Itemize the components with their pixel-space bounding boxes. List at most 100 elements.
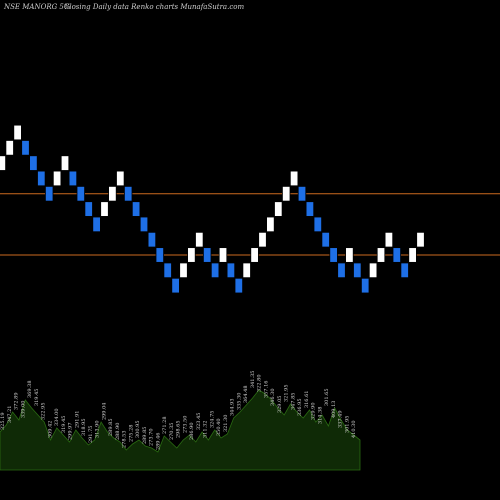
renko-brick-down (131, 201, 141, 217)
volume-label: 323.45 (196, 413, 202, 431)
renko-brick-down (337, 262, 346, 279)
volume-area (0, 389, 361, 471)
volume-label: 337.49 (338, 411, 344, 429)
renko-brick-up (60, 155, 70, 171)
renko-brick-up (258, 231, 267, 248)
volume-label: 314.38 (317, 407, 323, 425)
renko-brick-down (147, 231, 157, 248)
volume-label: 299.04 (101, 403, 107, 421)
renko-brick-down (353, 262, 362, 279)
renko-brick-down (92, 216, 101, 233)
renko-brick-up (242, 262, 251, 279)
volume-label: 289.85 (108, 419, 114, 437)
volume-label: 322.80 (257, 375, 263, 393)
volume-label: 299.97 (68, 423, 74, 441)
volume-label: 316.61 (304, 391, 310, 409)
renko-brick-down (45, 185, 54, 202)
renko-brick-down (321, 231, 330, 248)
volume-label: 291.91 (74, 411, 80, 429)
volume-label: 286.90 (189, 423, 195, 441)
renko-brick-down (329, 247, 338, 263)
volume-label: 291.75 (88, 426, 94, 444)
chart-caption: Closing Daily data Renko charts MunafaSu… (64, 3, 244, 11)
volume-label: 325.19 (0, 413, 6, 431)
volume-label: 321.95 (284, 385, 290, 403)
renko-brick-down (21, 140, 30, 156)
renko-brick-down (226, 262, 236, 279)
renko-brick-up (187, 247, 196, 263)
renko-brick-down (400, 262, 409, 279)
renko-brick-down (84, 201, 93, 217)
renko-brick-up (376, 247, 386, 263)
volume-label: 324.75 (209, 411, 215, 429)
renko-brick-up (266, 216, 275, 233)
renko-brick-down (29, 155, 38, 171)
volume-label: 301.95 (344, 416, 350, 434)
volume-label: 347.21 (7, 406, 13, 424)
volume-label: 410.30 (351, 421, 357, 439)
volume-label: 346.30 (270, 389, 276, 407)
volume-label: 335.30 (236, 393, 242, 411)
volume-label: 301.65 (324, 389, 330, 407)
renko-brick-down (305, 201, 315, 217)
volume-label: 369.38 (27, 381, 33, 399)
volume-label: 309.42 (47, 421, 53, 439)
volume-label: 289.85 (142, 427, 148, 445)
renko-brick-up (0, 155, 6, 171)
renko-brick-up (384, 231, 394, 248)
volume-label: 329.90 (311, 403, 317, 421)
volume-label: 278.53 (122, 431, 128, 449)
volume-label: 347.85 (290, 393, 296, 411)
renko-brick-up (368, 262, 378, 279)
renko-brick-down (313, 216, 322, 233)
volume-label: 288.90 (115, 423, 121, 441)
renko-brick-down (202, 247, 212, 263)
volume-label: 273.70 (149, 429, 155, 447)
renko-brick-up (52, 170, 62, 187)
volume-label: 289.46 (155, 433, 161, 451)
renko-brick-up (408, 247, 417, 263)
renko-brick-down (76, 185, 85, 202)
volume-label: 339.00 (20, 401, 26, 419)
renko-brick-up (100, 201, 109, 217)
volume-label: 275.28 (128, 425, 134, 443)
volume-label: 273.50 (182, 416, 188, 434)
volume-label: 300.95 (135, 421, 141, 439)
renko-brick-up (250, 247, 259, 263)
reference-lines (0, 193, 500, 256)
volume-label: 357.16 (263, 381, 269, 399)
volume-label: 364.48 (243, 386, 249, 404)
volume-label: 319.45 (34, 389, 40, 407)
volume-label: 322.95 (41, 403, 47, 421)
renko-brick-up (116, 170, 125, 187)
volume-label: 313.90 (95, 421, 101, 439)
volume-label: 318.95 (81, 419, 87, 437)
renko-brick-down (392, 247, 401, 263)
renko-brick-down (297, 185, 307, 202)
volume-label: 350.40 (216, 419, 222, 437)
renko-brick-up (13, 124, 22, 141)
renko-bricks (0, 124, 425, 294)
volume-label: 270.35 (169, 423, 175, 441)
volume-label: 409.13 (331, 401, 337, 419)
renko-brick-up (345, 247, 354, 263)
volume-label: 336.95 (297, 399, 303, 417)
volume-label: 329.05 (277, 396, 283, 414)
volume-label: 334.00 (54, 409, 60, 427)
volume-label: 341.35 (250, 371, 256, 389)
renko-brick-down (234, 277, 243, 294)
chart-symbol: NSE MANORG 5% (3, 3, 71, 11)
renko-brick-down (171, 277, 180, 294)
renko-brick-up (416, 231, 425, 248)
volume-label: 311.32 (203, 421, 209, 439)
volume-label: 372.89 (14, 393, 20, 411)
renko-brick-down (124, 185, 133, 202)
volume-label: 298.65 (176, 421, 182, 439)
volume-label: 321.30 (223, 415, 229, 433)
renko-brick-down (163, 262, 172, 279)
volume-label: 344.93 (230, 399, 236, 417)
renko-brick-up (5, 140, 14, 156)
renko-brick-down (360, 277, 370, 294)
